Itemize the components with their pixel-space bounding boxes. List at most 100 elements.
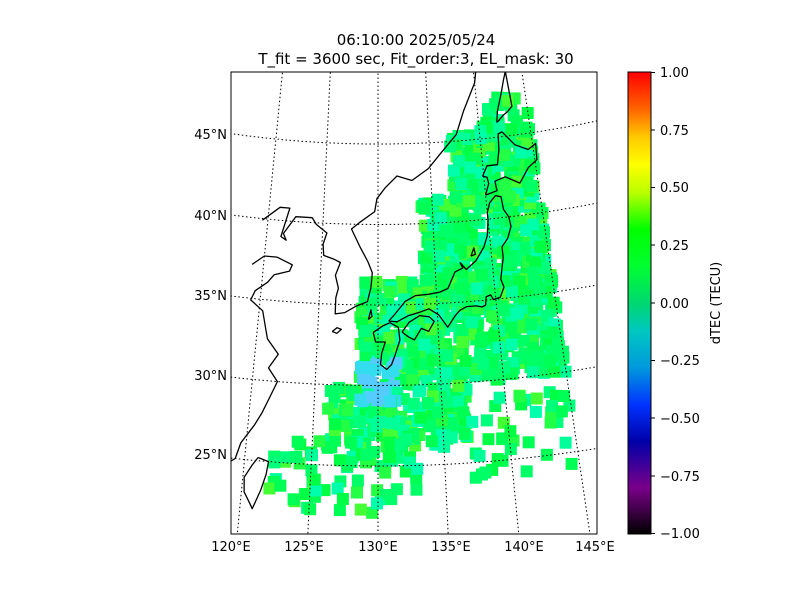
dtec-pixel [290,451,302,463]
dtec-pixel [474,347,486,359]
dtec-pixel [463,195,475,207]
dtec-pixel [527,266,539,278]
colorbar-tick-6: −0.25 [660,354,700,369]
dtec-pixel [464,162,476,174]
lon-label-130: 130°E [358,540,398,555]
dtec-pixel [425,323,437,335]
dtec-pixel [493,213,505,225]
lon-label-140: 140°E [504,540,544,555]
dtec-pixel [419,203,431,215]
colorbar-tick-7: −0.50 [660,412,700,427]
dtec-pixel [353,416,365,428]
dtec-pixel [453,155,465,167]
dtec-pixel [493,341,505,353]
colorbar-tick-8: −0.75 [660,470,700,485]
dtec-pixel [558,390,570,402]
dtec-pixel [360,325,372,337]
dtec-pixel [529,351,541,363]
dtec-pixel [438,379,450,391]
dtec-pixel [384,451,396,463]
dtec-pixel [408,398,420,410]
dtec-pixel [274,480,286,492]
dtec-pixel [522,107,534,119]
dtec-pixel [384,437,396,449]
dtec-pixel [304,503,316,515]
dtec-pixel [526,318,538,330]
dtec-pixel [279,451,291,463]
dtec-pixel [490,369,502,381]
dtec-pixel [371,497,383,509]
dtec-pixel [268,456,280,468]
dtec-pixel [475,334,487,346]
dtec-pixel [488,330,500,342]
dtec-pixel [384,286,396,298]
dtec-pixel [505,443,517,455]
dtec-pixel [446,431,458,443]
dtec-pixel [498,149,510,161]
dtec-pixel [306,449,318,461]
dtec-pixel [384,396,396,408]
dtec-pixel [547,327,559,339]
dtec-pixel [456,282,468,294]
dtec-pixel [514,390,526,402]
colorbar-label: dTEC (TECU) [709,262,724,345]
dtec-pixel [477,358,489,370]
dtec-pixel [314,435,326,447]
dtec-pixel [341,404,353,416]
lon-label-125: 125°E [284,540,324,555]
dtec-pixel [351,487,363,499]
dtec-pixel [441,350,453,362]
colorbar-tick-1: 1.00 [660,66,689,81]
dtec-pixel [481,414,493,426]
lat-label-45: 45°N [194,128,227,143]
dtec-pixel [364,298,376,310]
dtec-pixel [452,380,464,392]
dtec-pixel [474,450,486,462]
dtec-pixel [497,304,509,316]
dtec-pixel [440,367,452,379]
lat-label-35: 35°N [194,289,227,304]
dtec-pixel [525,180,537,192]
dtec-pixel [355,504,367,516]
dtec-pixel [506,339,518,351]
dtec-pixel [377,382,389,394]
lon-tick-labels: 120°E 125°E 130°E 135°E 140°E 145°E [211,540,615,555]
dtec-pixel [432,194,444,206]
dtec-pixel [566,458,578,470]
dtec-pixel [334,454,346,466]
dtec-pixel [355,362,367,374]
colorbar-tick-3: 0.50 [660,181,689,196]
dtec-pixel [548,297,560,309]
dtec-pixel [405,302,417,314]
dtec-pixel [292,436,304,448]
colorbar-tick-4: 0.25 [660,239,689,254]
dtec-pixel [548,366,560,378]
dtec-pixel [454,221,466,233]
dtec-pixel [395,439,407,451]
dtec-pixel [426,435,438,447]
dtec-pixel [486,310,498,322]
dtec-pixel [413,385,425,397]
dtec-pixel [475,132,487,144]
lon-label-120: 120°E [211,540,251,555]
dtec-pixel [406,374,418,386]
dtec-pixel [332,483,344,495]
lat-label-40: 40°N [194,209,227,224]
dtec-pixel [288,493,300,505]
dtec-pixel [511,308,523,320]
dtec-pixel [459,428,471,440]
dtec-pixel [531,393,543,405]
dtec-pixel [483,433,495,445]
dtec-pixel [527,366,539,378]
dtec-pixel [310,484,322,496]
dtec-pixel [492,453,504,465]
dtec-pixel [408,346,420,358]
dtec-pixel [558,352,570,364]
dtec-pixel [556,405,568,417]
dtec-pixel [544,355,556,367]
dtec-pixel [379,467,391,479]
lon-label-145: 145°E [575,540,615,555]
dtec-pixel [415,412,427,424]
dtec-pixel [441,396,453,408]
lat-label-25: 25°N [194,448,227,463]
